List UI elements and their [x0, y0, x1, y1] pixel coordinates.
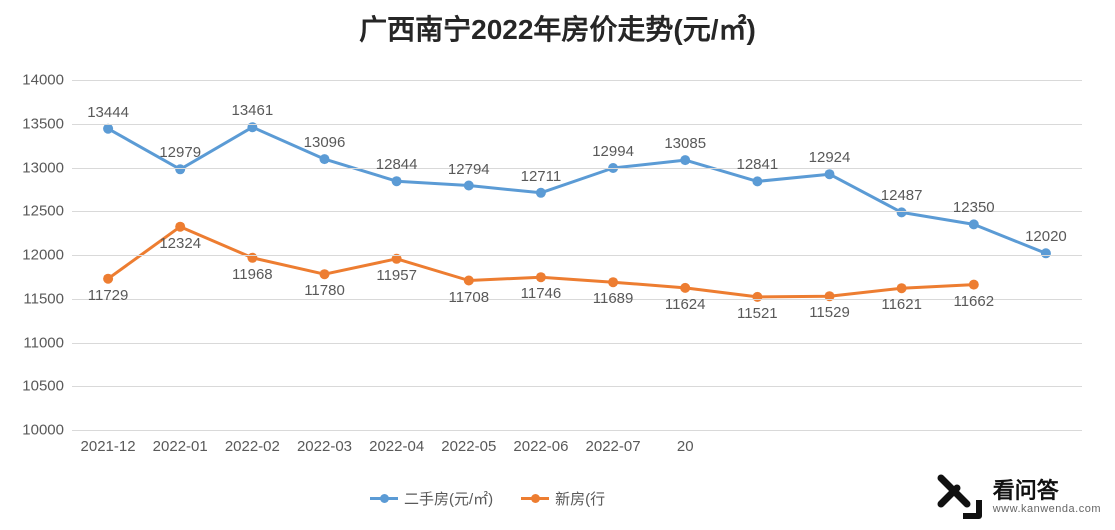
data-label: 11521 [737, 305, 778, 322]
data-label: 12487 [881, 187, 923, 204]
x-tick-label: 2022-01 [153, 430, 208, 455]
series-marker [175, 164, 185, 174]
series-marker [680, 283, 690, 293]
data-label: 11529 [809, 304, 850, 321]
series-marker [536, 272, 546, 282]
series-marker [464, 181, 474, 191]
y-tick-label: 10500 [22, 378, 72, 395]
data-label: 13096 [304, 134, 346, 151]
gridline [72, 211, 1082, 212]
y-tick-label: 10000 [22, 422, 72, 439]
gridline [72, 343, 1082, 344]
legend-label: 新房(行 [555, 488, 605, 509]
series-marker [536, 188, 546, 198]
series-marker [175, 222, 185, 232]
legend: 二手房(元/㎡) 新房(行 [370, 488, 605, 509]
gridline [72, 168, 1082, 169]
y-tick-label: 14000 [22, 72, 72, 89]
y-tick-label: 11500 [23, 290, 72, 307]
data-label: 13085 [664, 135, 706, 152]
series-marker [969, 219, 979, 229]
gridline [72, 299, 1082, 300]
watermark: 看问答 www.kanwenda.com [937, 474, 1101, 520]
legend-item: 二手房(元/㎡) [370, 488, 493, 509]
data-label: 12994 [592, 143, 634, 160]
series-marker [608, 277, 618, 287]
y-tick-label: 13000 [22, 159, 72, 176]
data-label: 11780 [304, 282, 345, 299]
x-tick-label: 2022-02 [225, 430, 280, 455]
data-label: 12794 [448, 161, 490, 178]
y-tick-label: 12500 [22, 203, 72, 220]
x-tick-label: 2022-05 [441, 430, 496, 455]
watermark-cn: 看问答 [993, 479, 1101, 503]
legend-label: 二手房(元/㎡) [404, 488, 493, 509]
plot-area: 1000010500110001150012000125001300013500… [72, 80, 1082, 430]
data-label: 12924 [809, 149, 851, 166]
x-tick-label: 2022-06 [513, 430, 568, 455]
series-marker [969, 280, 979, 290]
legend-swatch-icon [521, 493, 549, 505]
series-marker [320, 269, 330, 279]
data-label: 11957 [376, 267, 417, 284]
data-label: 13461 [231, 102, 273, 119]
series-marker [897, 283, 907, 293]
series-marker [752, 176, 762, 186]
series-marker [752, 292, 762, 302]
series-marker [1041, 248, 1051, 258]
data-label: 11729 [88, 287, 129, 304]
legend-item: 新房(行 [521, 488, 605, 509]
series-marker [320, 154, 330, 164]
series-marker [464, 276, 474, 286]
data-label: 12324 [159, 235, 201, 252]
data-label: 12979 [159, 144, 201, 161]
chart-container: 广西南宁2022年房价走势(元/㎡) 100001050011000115001… [0, 0, 1115, 530]
x-tick-label: 2022-03 [297, 430, 352, 455]
data-label: 11621 [881, 296, 922, 313]
gridline [72, 255, 1082, 256]
series-marker [897, 207, 907, 217]
data-label: 12711 [521, 168, 562, 185]
x-tick-label: 20 [677, 430, 694, 455]
series-marker [825, 169, 835, 179]
legend-swatch-icon [370, 493, 398, 505]
data-label: 12020 [1025, 228, 1067, 245]
series-marker [680, 155, 690, 165]
series-marker [392, 176, 402, 186]
y-tick-label: 11000 [23, 334, 72, 351]
series-marker [103, 124, 113, 134]
y-tick-label: 13500 [22, 115, 72, 132]
series-marker [103, 274, 113, 284]
data-label: 12844 [376, 156, 418, 173]
data-label: 11968 [232, 266, 273, 283]
gridline [72, 386, 1082, 387]
x-tick-label: 2022-07 [586, 430, 641, 455]
x-tick-label: 2021-12 [81, 430, 136, 455]
chart-title: 广西南宁2022年房价走势(元/㎡) [0, 8, 1115, 48]
gridline [72, 80, 1082, 81]
y-tick-label: 12000 [22, 247, 72, 264]
watermark-en: www.kanwenda.com [993, 503, 1101, 515]
gridline [72, 124, 1082, 125]
watermark-logo-icon [937, 474, 983, 520]
data-label: 11708 [448, 289, 489, 306]
data-label: 13444 [87, 104, 129, 121]
data-label: 11662 [953, 293, 994, 310]
gridline [72, 430, 1082, 431]
data-label: 11746 [521, 285, 562, 302]
data-label: 11624 [665, 296, 706, 313]
data-label: 12350 [953, 199, 995, 216]
data-label: 11689 [593, 290, 634, 307]
data-label: 12841 [736, 156, 778, 173]
x-tick-label: 2022-04 [369, 430, 424, 455]
